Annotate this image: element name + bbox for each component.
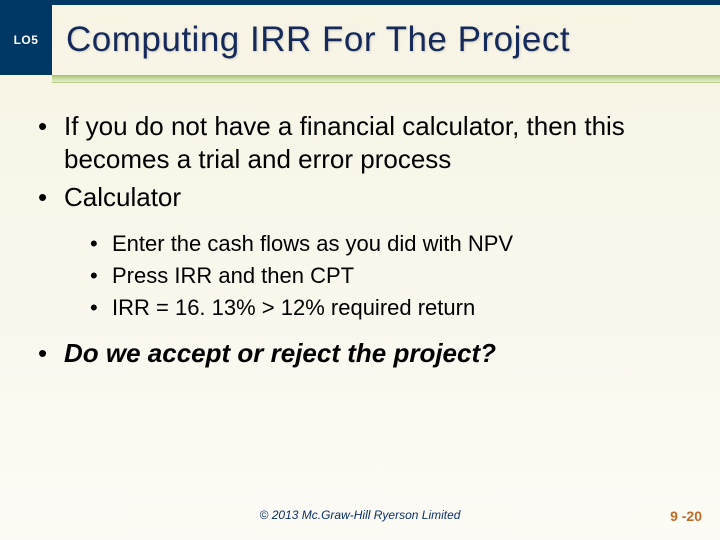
slide-title: Computing IRR For The Project [66,20,570,60]
list-item: If you do not have a financial calculato… [38,110,690,177]
list-item: Enter the cash flows as you did with NPV [90,228,690,260]
bullet-list: If you do not have a financial calculato… [38,110,690,371]
bullet-text: IRR = 16. 13% > 12% required return [112,295,475,320]
bullet-text: Calculator [64,182,181,212]
list-item: IRR = 16. 13% > 12% required return [90,292,690,324]
bullet-text-emphasis: Do we accept or reject the project? [64,338,496,368]
bullet-text: Press IRR and then CPT [112,263,354,288]
sub-bullet-list: Enter the cash flows as you did with NPV… [90,228,690,324]
list-item: Do we accept or reject the project? [38,337,690,370]
list-item: Calculator Enter the cash flows as you d… [38,181,690,324]
lo-label: LO5 [14,33,39,47]
page-number: 9 -20 [670,508,702,524]
bullet-text: Enter the cash flows as you did with NPV [112,231,513,256]
title-wrap: Computing IRR For The Project [52,5,720,75]
list-item: Press IRR and then CPT [90,260,690,292]
title-underline [52,75,720,83]
learning-objective-badge: LO5 [0,5,52,75]
copyright-text: © 2013 Mc.Graw-Hill Ryerson Limited [260,508,461,522]
bullet-text: If you do not have a financial calculato… [64,111,625,174]
slide-content: If you do not have a financial calculato… [38,110,690,375]
footer: © 2013 Mc.Graw-Hill Ryerson Limited 9 -2… [0,508,720,528]
header-row: LO5 Computing IRR For The Project [0,5,720,75]
